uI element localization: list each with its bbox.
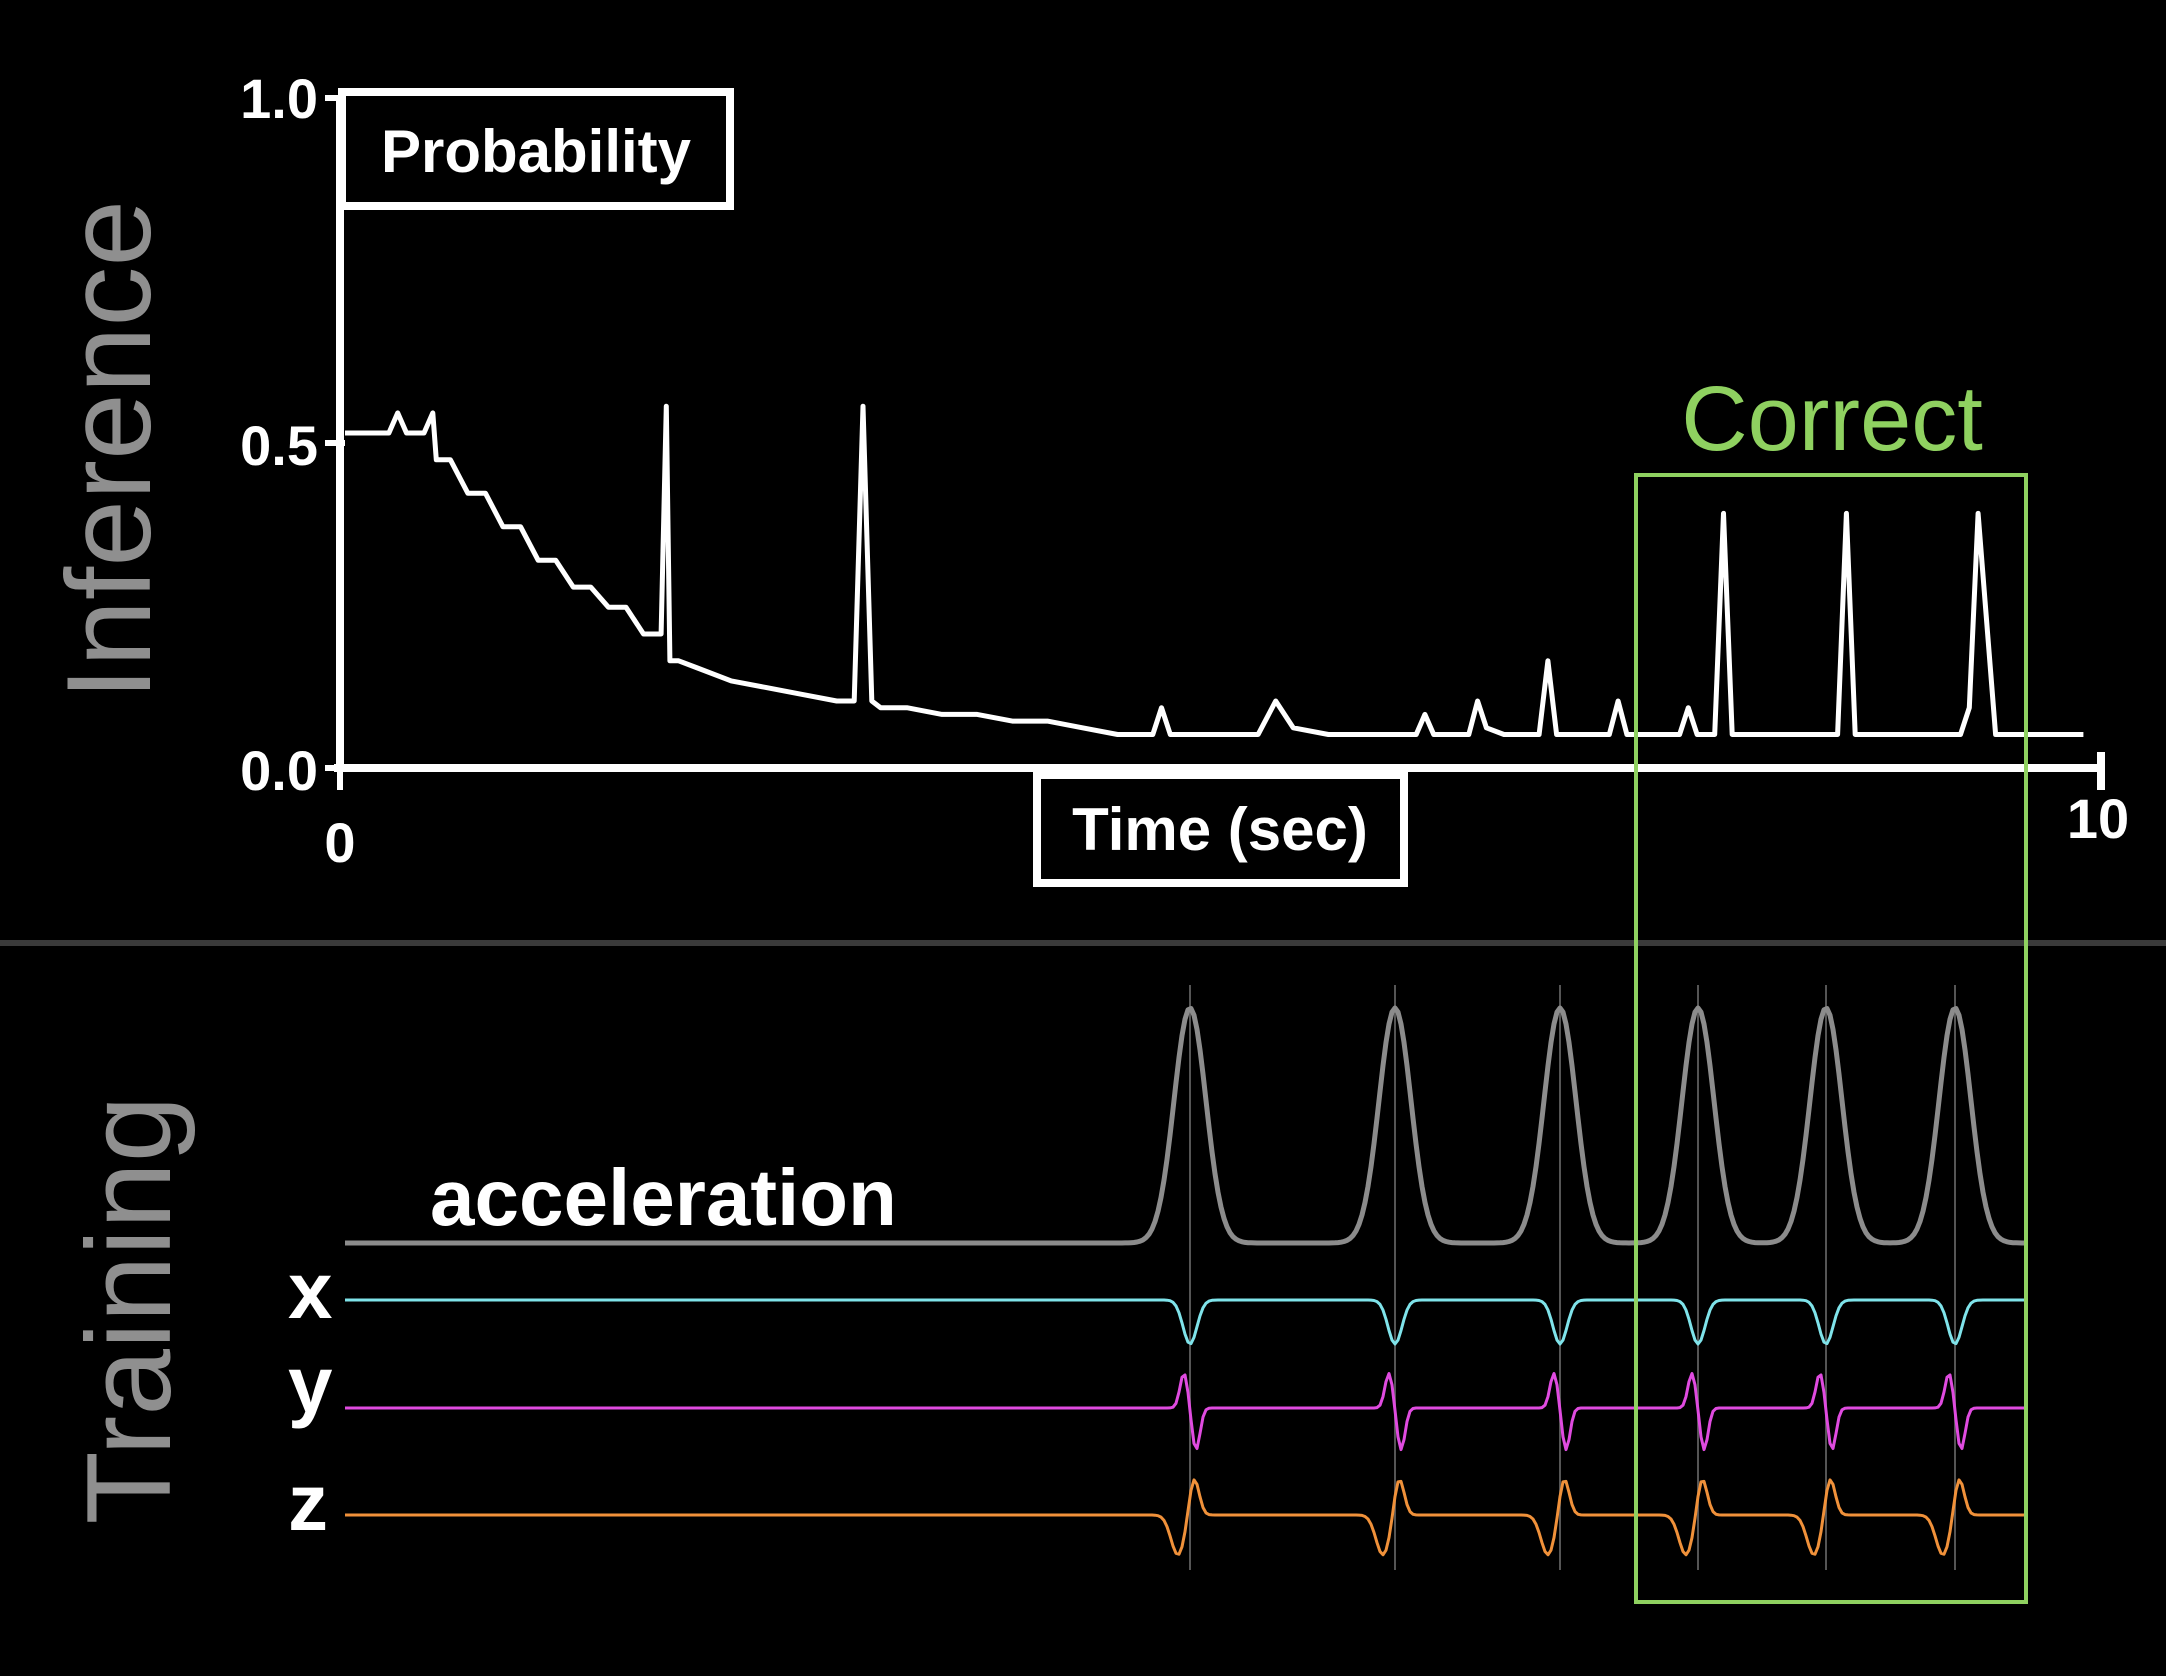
section-label-training: Training [62,1095,196,1524]
label-y: y [288,1340,333,1429]
xlabel: Time (sec) [1072,796,1368,863]
event-lines [1189,985,1956,1570]
z-trace [345,1478,2025,1557]
correct-highlight-box [1634,473,2028,1604]
label-z: z [288,1458,328,1547]
x-tick-label-0: 0 [324,811,355,874]
y-tick-label-0: 0.0 [240,739,318,802]
x-tick-label-10: 10 [2067,787,2129,850]
label-x: x [288,1246,333,1335]
ylabel-box [338,88,734,210]
acceleration-trace [345,1005,2025,1246]
correct-label: Correct [1681,368,1983,470]
training-chart: acceleration x y z [288,985,2025,1570]
acceleration-label: acceleration [430,1153,897,1242]
y-tick-label-1: 1.0 [240,67,318,130]
xlabel-box [1033,771,1408,887]
section-label-inference: Inference [42,200,176,700]
inference-chart: 1.0 0.5 0.0 0 10 Probability Time (sec) [240,67,2129,887]
y-tick-label-05: 0.5 [240,414,318,477]
y-trace [345,1372,2025,1452]
x-trace [345,1298,2025,1346]
probability-line [345,403,2084,737]
ylabel: Probability [381,118,692,185]
